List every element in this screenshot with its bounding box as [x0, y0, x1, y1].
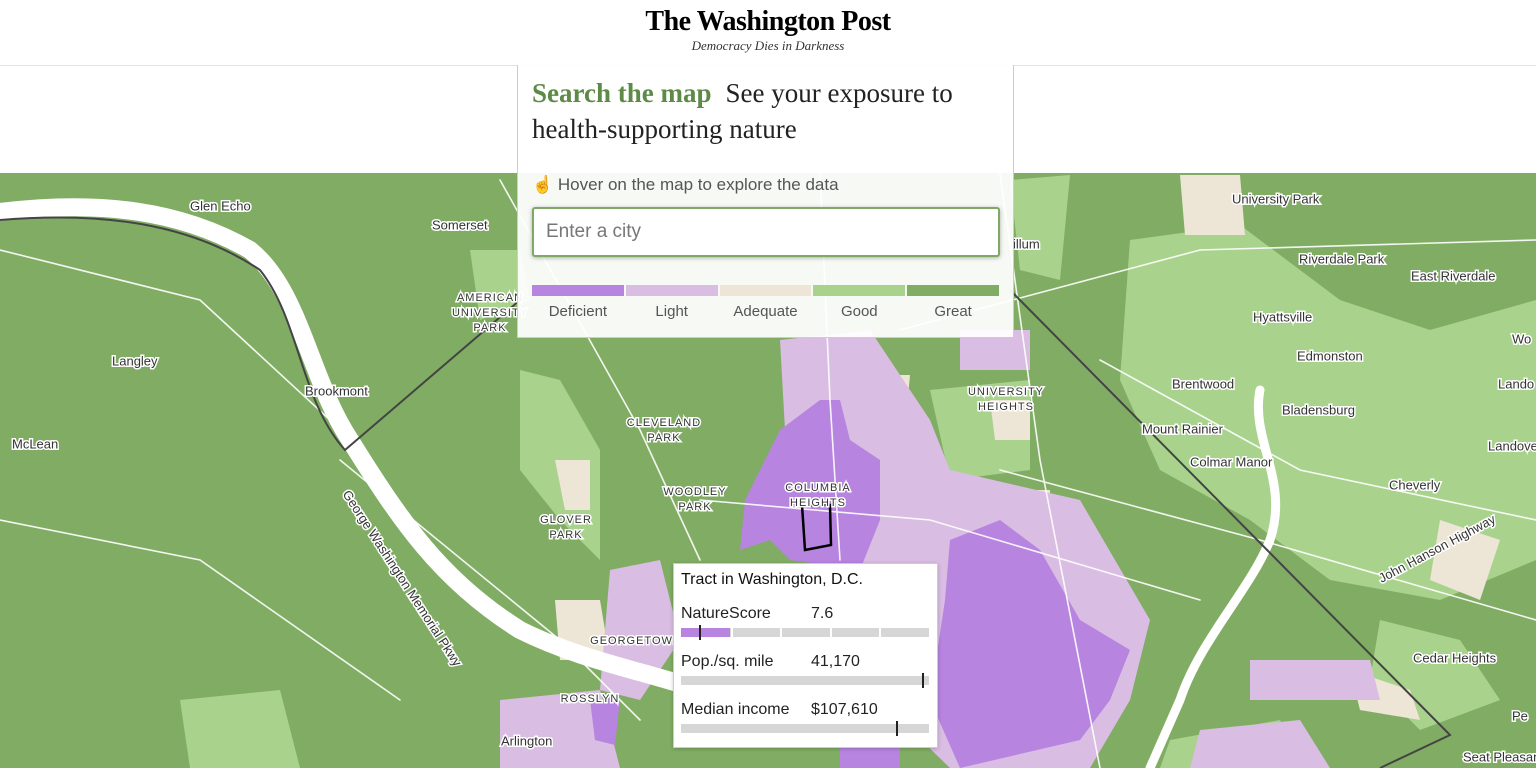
- search-panel: Search the map See your exposure to healt…: [517, 65, 1014, 338]
- logo[interactable]: The Washington Post: [645, 6, 891, 37]
- map-label: Arlington: [501, 733, 552, 748]
- map-label: Edmonston: [1297, 348, 1363, 363]
- legend-label: Deficient: [548, 303, 608, 320]
- map-label: Mount Rainier: [1142, 421, 1224, 436]
- map-label: CLEVELAND: [627, 417, 701, 429]
- row-label: Median income: [681, 701, 790, 718]
- legend-item: Great: [907, 285, 999, 320]
- city-input[interactable]: Enter a city: [532, 207, 1000, 257]
- title-rest: See your exposure to health-supporting n…: [532, 78, 953, 144]
- bar-divider: [730, 628, 733, 637]
- hint-text: Hover on the map to explore the data: [557, 175, 839, 194]
- legend-swatch: [813, 285, 906, 296]
- map-label: PARK: [678, 501, 711, 513]
- row-label: Pop./sq. mile: [681, 653, 774, 670]
- map-label: Cheverly: [1389, 477, 1441, 492]
- legend-label: Good: [840, 303, 878, 320]
- legend-item: Deficient: [532, 285, 624, 320]
- map-label: Pe: [1512, 708, 1528, 723]
- legend: Deficient Light Adequate Good Great: [532, 285, 999, 320]
- map-label: COLUMBIA: [785, 482, 850, 494]
- panel-title: Search the map See your exposure to healt…: [532, 75, 1002, 147]
- map-label: UNIVERSITY: [968, 386, 1044, 398]
- map-label: Seat Pleasant: [1463, 749, 1536, 764]
- map-label: McLean: [12, 436, 58, 451]
- bar-marker: [896, 721, 898, 736]
- map-label: GLOVER: [540, 514, 592, 526]
- map-label: PARK: [647, 432, 680, 444]
- map-label: Hyattsville: [1253, 309, 1312, 324]
- map-label: illum: [1013, 236, 1040, 251]
- row-value: 41,170: [811, 653, 860, 670]
- map-label: HEIGHTS: [790, 497, 846, 509]
- map-label: PARK: [473, 322, 506, 334]
- map-label: Brookmont: [305, 383, 368, 398]
- tagline: Democracy Dies in Darkness: [691, 38, 845, 53]
- row-bar: [681, 721, 929, 736]
- bar-marker: [922, 673, 924, 688]
- legend-swatch: [532, 285, 624, 296]
- map-label: Riverdale Park: [1299, 251, 1385, 266]
- map-label: Langley: [112, 353, 158, 368]
- map-label: Somerset: [432, 217, 488, 232]
- tooltip-row: Pop./sq. mile 41,170: [681, 653, 929, 688]
- legend-item: Good: [813, 285, 906, 320]
- map-label: HEIGHTS: [978, 401, 1034, 413]
- map-label: Wo: [1512, 331, 1531, 346]
- map-label: PARK: [549, 529, 582, 541]
- tooltip-row: Median income $107,610: [681, 701, 929, 736]
- hint: ☝ Hover on the map to explore the data: [532, 175, 839, 194]
- map-label: Brentwood: [1172, 376, 1234, 391]
- map-label: East Riverdale: [1411, 268, 1496, 283]
- map-label: Colmar Manor: [1190, 454, 1273, 469]
- legend-swatch: [719, 285, 812, 296]
- tooltip-title: Tract in Washington, D.C.: [681, 571, 863, 588]
- bar-divider: [879, 628, 882, 637]
- map-label: Bladensburg: [1282, 402, 1355, 417]
- bar-divider: [829, 628, 832, 637]
- map-label: University Park: [1232, 191, 1320, 206]
- map-label: WOODLEY: [663, 486, 726, 498]
- header: The Washington Post Democracy Dies in Da…: [0, 0, 1536, 66]
- map-label: ROSSLYN: [561, 693, 620, 705]
- legend-item: Adequate: [719, 285, 812, 320]
- map-label: UNIVERSITY: [452, 307, 528, 319]
- legend-swatch: [625, 285, 718, 296]
- map-label: Cedar Heights: [1413, 650, 1497, 665]
- tooltip-row: NatureScore 7.6: [681, 605, 929, 640]
- bar-fill: [681, 628, 730, 637]
- row-bar: [681, 673, 929, 688]
- legend-label: Adequate: [733, 303, 798, 320]
- legend-item: Light: [625, 285, 718, 320]
- map-label: AMERICAN: [457, 292, 523, 304]
- legend-label: Great: [934, 303, 972, 320]
- row-value: 7.6: [811, 605, 834, 622]
- legend-label: Light: [655, 303, 688, 320]
- map-label: GEORGETOWN: [590, 635, 682, 647]
- legend-swatch: [907, 285, 999, 296]
- map-label: Glen Echo: [190, 198, 251, 213]
- bar-divider: [780, 628, 783, 637]
- row-value: $107,610: [811, 701, 878, 718]
- map-label: Landove: [1488, 438, 1536, 453]
- title-highlight: Search the map: [532, 78, 712, 108]
- map-label: Lando: [1498, 376, 1534, 391]
- row-bar: [681, 625, 929, 640]
- tooltip: Tract in Washington, D.C. NatureScore 7.6…: [673, 563, 938, 748]
- bar-marker: [699, 625, 701, 640]
- row-label: NatureScore: [681, 605, 771, 622]
